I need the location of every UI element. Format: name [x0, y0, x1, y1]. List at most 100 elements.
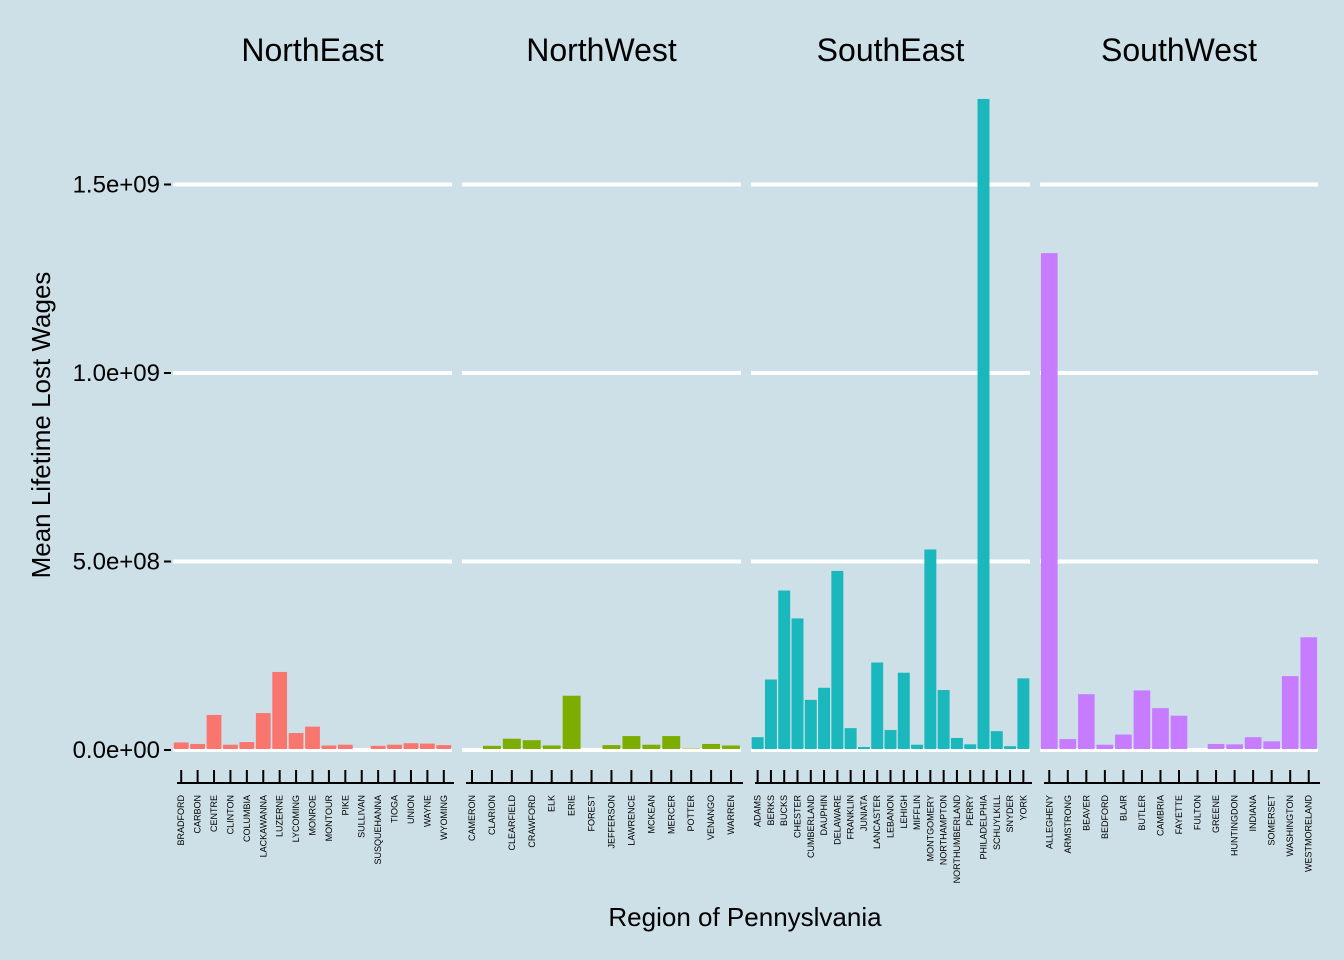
bar	[403, 743, 419, 750]
x-tick-label: SOMERSET	[1267, 795, 1277, 846]
bar	[436, 745, 452, 750]
x-tick-label: CLEARFIELD	[507, 795, 517, 851]
x-tick-label: CRAWFORD	[527, 795, 537, 848]
bar	[387, 744, 402, 750]
x-tick-label: WYOMING	[439, 795, 449, 840]
bar	[239, 742, 255, 750]
bar	[1133, 690, 1151, 750]
bar	[764, 679, 777, 750]
bar	[272, 671, 288, 750]
bar	[911, 744, 924, 750]
bar	[818, 687, 831, 750]
x-tick-label: MONROE	[308, 795, 318, 836]
x-tick-label: UNION	[406, 795, 416, 824]
x-tick-label: WESTMORELAND	[1304, 795, 1314, 873]
bar	[622, 736, 641, 750]
bar	[1077, 694, 1095, 750]
x-tick-label: ARMSTRONG	[1063, 795, 1073, 854]
x-tick-label: CHESTER	[793, 795, 803, 839]
x-tick-label: WASHINGTON	[1285, 795, 1295, 857]
x-tick-label: ALLEGHENY	[1044, 795, 1054, 849]
x-tick-label: SUSQUEHANNA	[373, 795, 383, 865]
x-tick-label: FAYETTE	[1174, 795, 1184, 834]
bar	[173, 742, 189, 750]
y-tick-label: 5.0e+08	[73, 549, 160, 576]
bar	[602, 745, 621, 750]
bar	[370, 745, 386, 750]
x-tick-label: MIFFLIN	[912, 795, 922, 830]
bar	[1263, 741, 1281, 750]
bar	[937, 690, 950, 750]
x-tick-label: COLUMBIA	[242, 795, 252, 842]
x-tick-label: LAWRENCE	[626, 795, 636, 846]
bar	[1040, 253, 1058, 750]
bar	[884, 730, 897, 750]
bar	[1170, 715, 1188, 750]
bar	[1115, 734, 1132, 750]
bar	[871, 662, 884, 750]
x-tick-label: ERIE	[567, 795, 577, 816]
x-tick-label: MONTOUR	[324, 795, 334, 842]
x-tick-label: LEBANON	[886, 795, 896, 838]
x-tick-label: INDIANA	[1248, 795, 1258, 832]
x-tick-label: SCHUYLKILL	[992, 795, 1002, 850]
x-tick-label: BUCKS	[779, 795, 789, 826]
x-tick-label: MCKEAN	[646, 795, 656, 834]
x-tick-label: DAUPHIN	[819, 795, 829, 836]
x-tick-label: CUMBERLAND	[806, 795, 816, 859]
x-tick-label: BUTLER	[1137, 795, 1147, 831]
x-tick-label: CLINTON	[225, 795, 235, 834]
x-tick-label: TIOGA	[390, 795, 400, 823]
bar	[223, 744, 238, 750]
x-tick-label: GREENE	[1211, 795, 1221, 833]
bar	[990, 731, 1003, 750]
bar	[542, 745, 561, 750]
bar	[1226, 744, 1243, 750]
panel-title: SouthWest	[1101, 32, 1257, 68]
x-tick-label: FRANKLIN	[846, 795, 856, 840]
x-tick-label: MERCER	[666, 795, 676, 835]
x-tick-label: BEAVER	[1081, 795, 1091, 831]
bar	[1152, 708, 1169, 750]
bar	[778, 590, 791, 750]
bar	[419, 743, 435, 750]
bar	[1004, 746, 1017, 750]
bar	[190, 743, 206, 750]
x-tick-label: SULLIVAN	[357, 795, 367, 838]
bar	[502, 738, 521, 750]
bar	[722, 745, 741, 750]
bar	[831, 570, 844, 750]
x-axis-title: Region of Pennyslvania	[608, 902, 882, 932]
y-axis-title: Mean Lifetime Lost Wages	[26, 272, 56, 579]
x-tick-label: WAYNE	[422, 795, 432, 827]
x-tick-label: CARBON	[193, 795, 203, 834]
x-tick-label: DELAWARE	[832, 795, 842, 845]
bar	[1017, 678, 1030, 750]
panel-title: NorthEast	[241, 32, 383, 68]
bar	[288, 733, 304, 750]
bar	[702, 743, 721, 750]
bar	[562, 695, 581, 750]
bar	[897, 672, 910, 750]
x-tick-label: HUNTINGDON	[1230, 795, 1240, 856]
x-tick-label: LYCOMING	[291, 795, 301, 842]
x-tick-label: BLAIR	[1118, 795, 1128, 822]
bar	[977, 98, 990, 750]
bar	[1059, 739, 1077, 750]
x-tick-label: MONTGOMERY	[925, 795, 935, 861]
x-tick-label: CENTRE	[209, 795, 219, 832]
x-tick-label: YORK	[1018, 795, 1028, 821]
bar	[751, 737, 764, 750]
bar	[1096, 744, 1114, 750]
bar	[1207, 743, 1225, 750]
y-tick-label: 1.0e+09	[73, 360, 160, 387]
x-tick-label: SNYDER	[1005, 795, 1015, 833]
gridlines	[173, 182, 1318, 752]
bar	[844, 728, 857, 750]
bar	[305, 726, 320, 750]
x-tick-label: VENANGO	[706, 795, 716, 840]
panel-title: SouthEast	[817, 32, 965, 68]
bar	[1300, 637, 1318, 750]
x-tick-label: PHILADELPHIA	[979, 795, 989, 860]
bar	[791, 618, 804, 750]
